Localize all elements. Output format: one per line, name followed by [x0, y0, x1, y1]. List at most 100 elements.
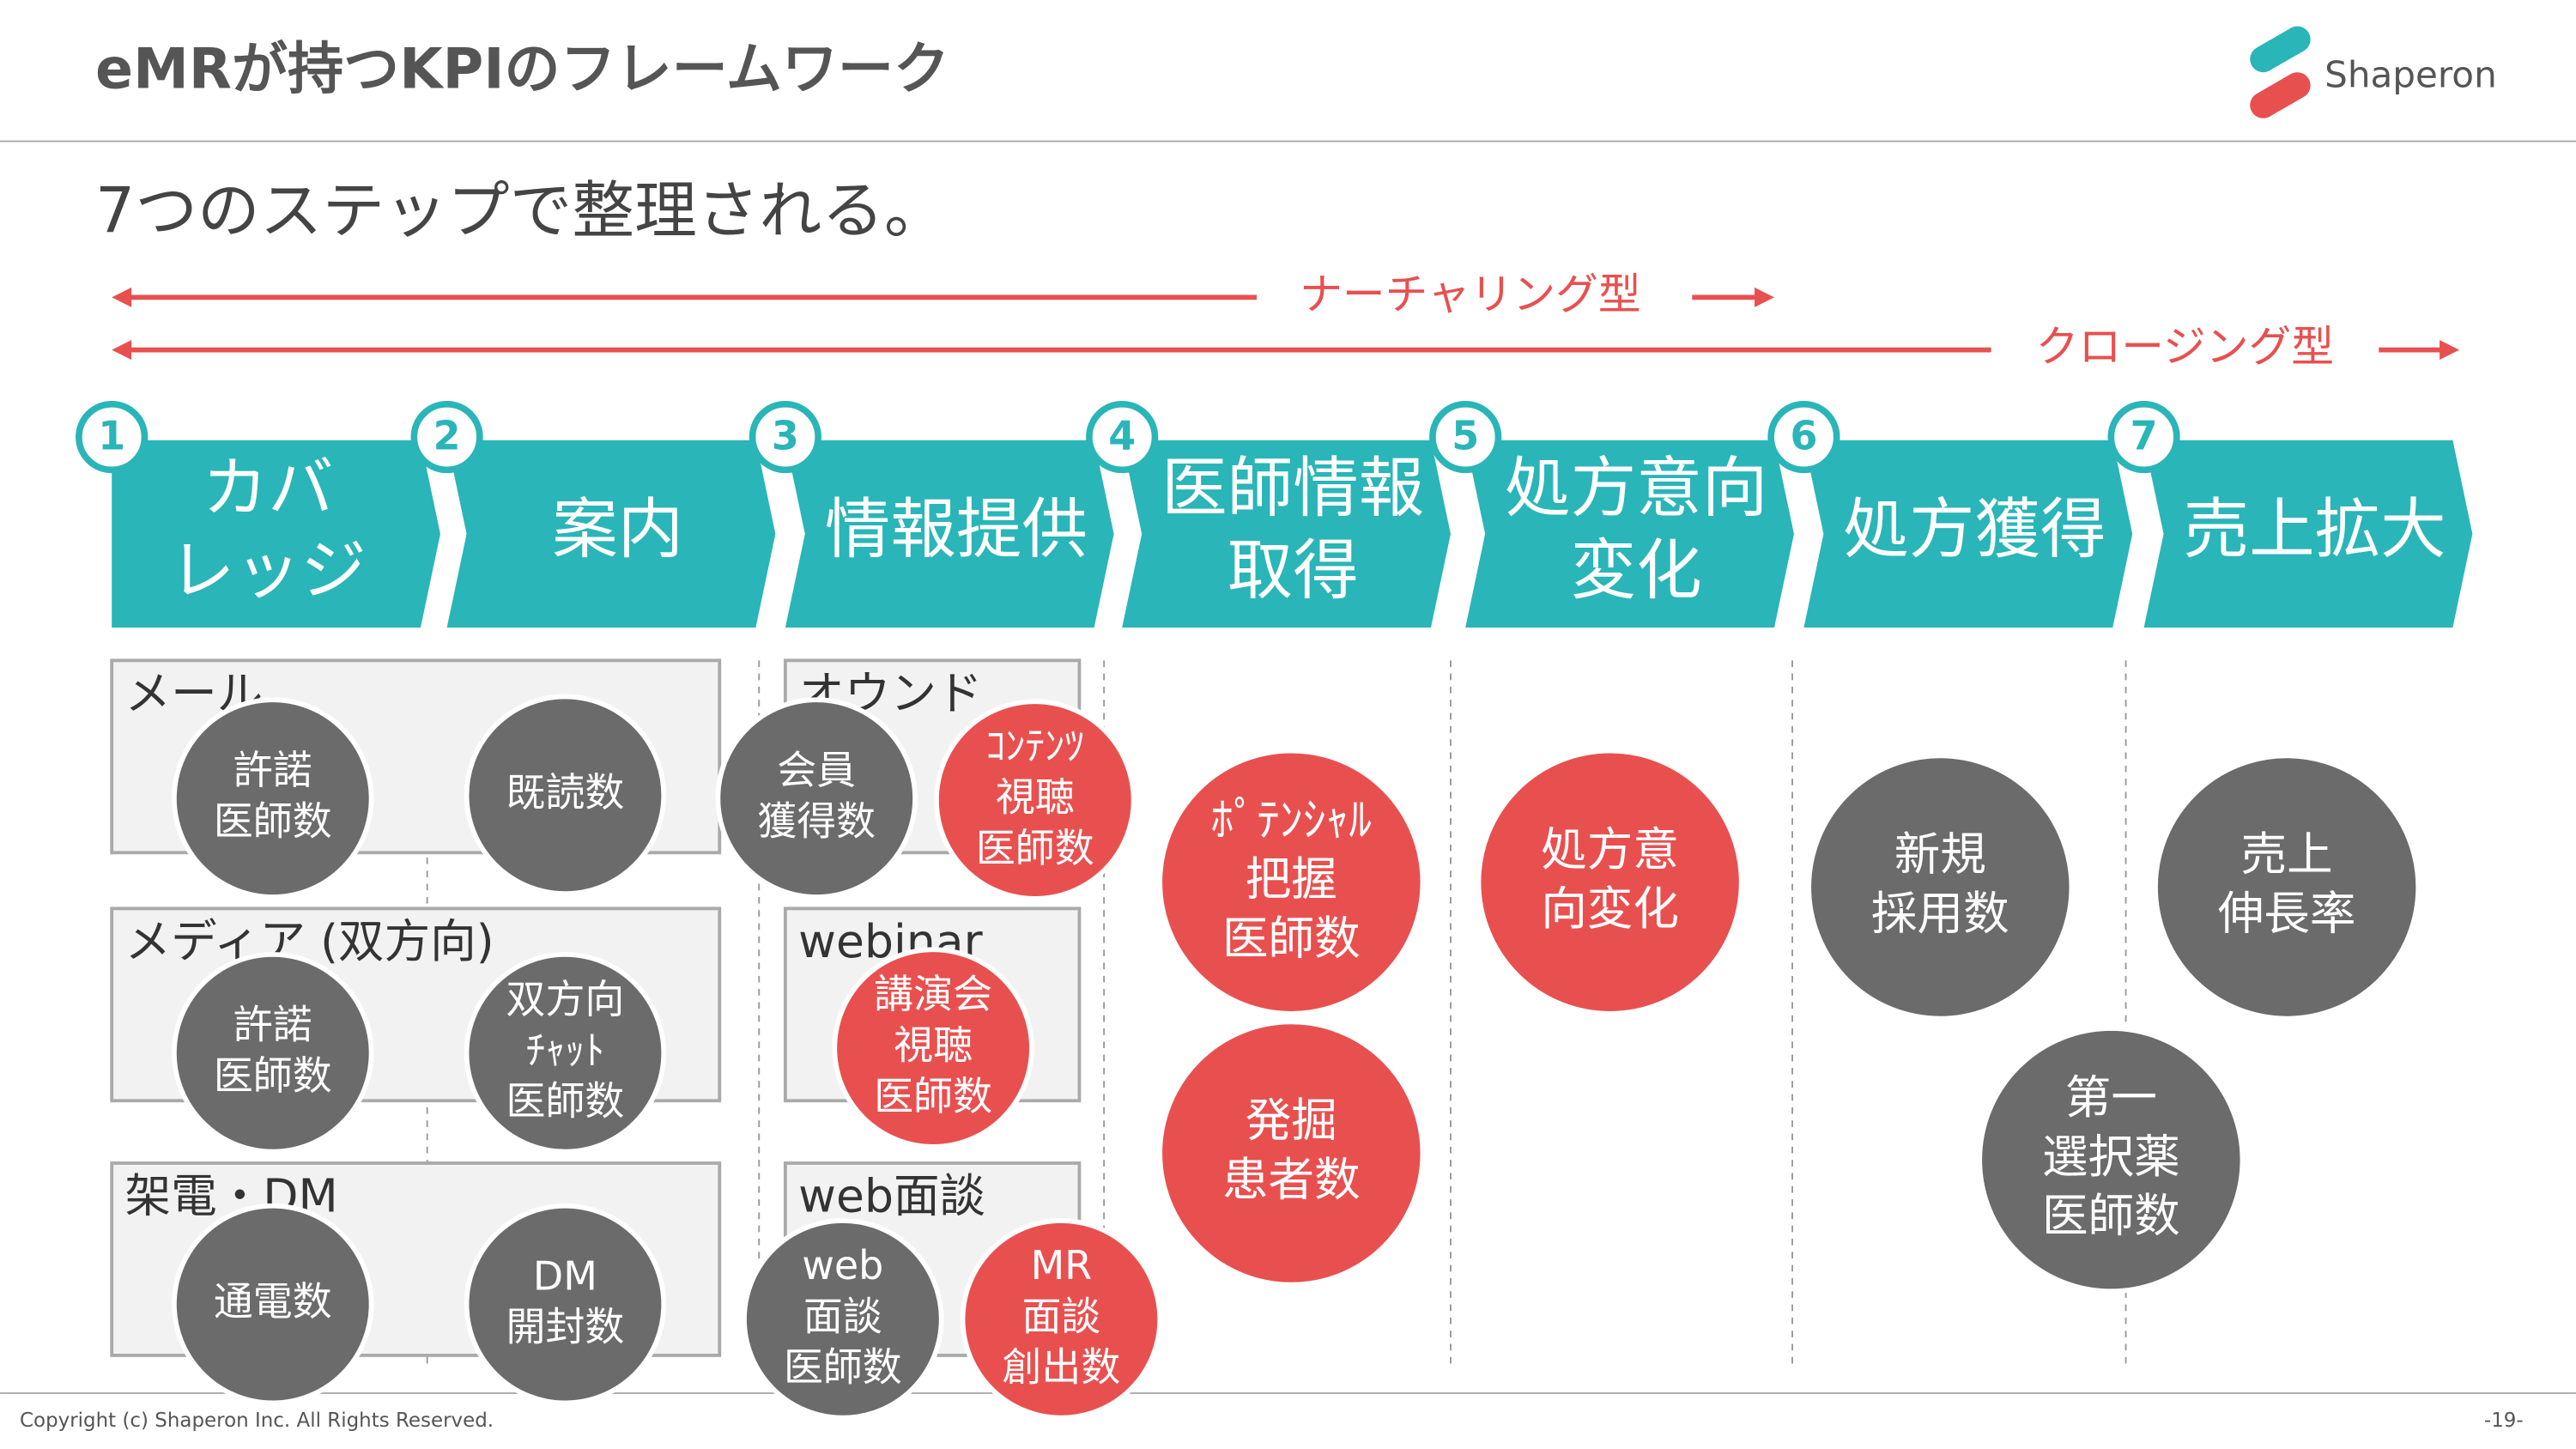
kpi-circle [1157, 748, 1426, 1016]
subtitle: 7つのステップで整理される。 [95, 175, 947, 248]
kpi-label: 医師数 [784, 1344, 902, 1391]
step-chevron [1122, 440, 1451, 628]
step-number: 7 [2131, 412, 2158, 458]
step-label: 売上拡大 [2184, 492, 2446, 568]
kpi-label: 選択薬 [2042, 1130, 2180, 1184]
arrow-head [1755, 287, 1774, 307]
kpi-circle [934, 699, 1136, 901]
kpi-label: 視聴 [996, 774, 1075, 821]
step-chevron [112, 440, 440, 628]
step-label: 取得 [1227, 533, 1359, 609]
kpi-label: 獲得数 [757, 797, 876, 844]
step-number: 2 [433, 412, 461, 458]
kpi-label: 開封数 [506, 1304, 625, 1350]
kpi-circle [172, 952, 374, 1155]
step-badge [2107, 400, 2180, 474]
step-label: 処方意向 [1505, 451, 1767, 527]
step-number: 3 [772, 412, 799, 458]
step-badge [1086, 400, 1159, 474]
kpi-label: 既読数 [506, 769, 625, 815]
kpi-label: 医師数 [2042, 1189, 2180, 1243]
kpi-label: 第一 [2065, 1070, 2157, 1125]
kpi-circle [1806, 753, 2075, 1022]
kpi-label: 医師数 [1222, 911, 1361, 965]
kpi-label: 面談 [1021, 1293, 1100, 1339]
kpi-circle [2153, 753, 2421, 1022]
step-label: 変化 [1571, 533, 1702, 609]
step-number: 4 [1108, 412, 1136, 458]
kpi-label: 売上 [2241, 828, 2333, 882]
channel-label: web面談 [798, 1169, 985, 1223]
kpi-circle [742, 1218, 944, 1421]
step-badge [410, 400, 483, 474]
kpi-label: 視聴 [894, 1022, 973, 1069]
kpi-circle [1977, 1026, 2246, 1294]
step-chevron [785, 440, 1114, 628]
kpi-label: 双方向 [506, 976, 625, 1022]
kpi-label: 許諾 [233, 747, 312, 793]
kpi-circle [960, 1218, 1163, 1421]
arrow-label: クロージング型 [2036, 322, 2334, 372]
step-number: 6 [1790, 412, 1817, 458]
step-label: 情報提供 [825, 492, 1088, 568]
kpi-label: 患者数 [1222, 1153, 1361, 1207]
step-badge [76, 400, 148, 474]
kpi-label: 会員 [777, 747, 856, 793]
step-chevron [446, 440, 776, 628]
logo-mark [2250, 26, 2311, 118]
arrow-head [112, 287, 132, 307]
step-chevron [1803, 440, 2133, 628]
step-badge [1429, 400, 1502, 474]
kpi-circle [1476, 748, 1744, 1016]
kpi-label: 医師数 [874, 1073, 992, 1119]
kpi-label: 医師数 [214, 1052, 332, 1099]
kpi-label: 把握 [1246, 852, 1337, 906]
kpi-label: 創出数 [1003, 1344, 1121, 1391]
step-label: 処方獲得 [1843, 492, 2106, 568]
kpi-label: 面談 [803, 1293, 882, 1339]
kpi-label: 新規 [1894, 828, 1986, 882]
kpi-label: web [802, 1242, 883, 1288]
title: eMRが持つKPIのフレームワーク [95, 37, 949, 101]
kpi-circle [464, 694, 667, 896]
copyright: Copyright (c) Shaperon Inc. All Rights R… [20, 1410, 494, 1432]
kpi-label: 発掘 [1246, 1094, 1337, 1148]
kpi-label: ﾁｬｯﾄ [525, 1027, 604, 1073]
kpi-label: ｺﾝﾃﾝﾂ [985, 723, 1084, 769]
step-chevron [1465, 440, 1794, 628]
kpi-label: 通電数 [214, 1278, 332, 1325]
arrow-label: ナーチャリング型 [1300, 270, 1641, 319]
kpi-label: 採用数 [1871, 887, 2009, 941]
step-number: 5 [1452, 412, 1479, 458]
kpi-label: ﾎﾟﾃﾝｼｬﾙ [1211, 792, 1373, 846]
kpi-label: DM [533, 1252, 597, 1299]
step-badge [1767, 400, 1840, 474]
kpi-circle [1157, 1019, 1426, 1288]
kpi-label: 処方意 [1541, 822, 1679, 876]
kpi-label: 伸長率 [2218, 887, 2356, 941]
logo-text: Shaperon [2324, 53, 2497, 95]
kpi-circle [464, 1203, 667, 1406]
step-label: レッジ [169, 533, 367, 609]
kpi-circle [832, 947, 1034, 1149]
kpi-circle [464, 952, 667, 1155]
step-chevron [2143, 440, 2473, 628]
kpi-label: 医師数 [506, 1078, 625, 1125]
page-number: -19- [2484, 1410, 2524, 1432]
arrow-head [2440, 340, 2460, 361]
kpi-circle [172, 697, 374, 900]
kpi-label: 講演会 [874, 971, 992, 1017]
kpi-label: 医師数 [214, 797, 332, 844]
step-label: 医師情報 [1161, 451, 1424, 527]
step-label: 案内 [552, 492, 683, 568]
kpi-label: 医師数 [976, 825, 1094, 871]
step-badge [749, 400, 821, 474]
step-label: カバ [202, 451, 333, 527]
arrow-head [112, 340, 132, 361]
kpi-label: 許諾 [233, 1002, 312, 1048]
kpi-label: 向変化 [1541, 882, 1679, 936]
step-number: 1 [98, 412, 125, 458]
kpi-label: MR [1031, 1242, 1093, 1288]
